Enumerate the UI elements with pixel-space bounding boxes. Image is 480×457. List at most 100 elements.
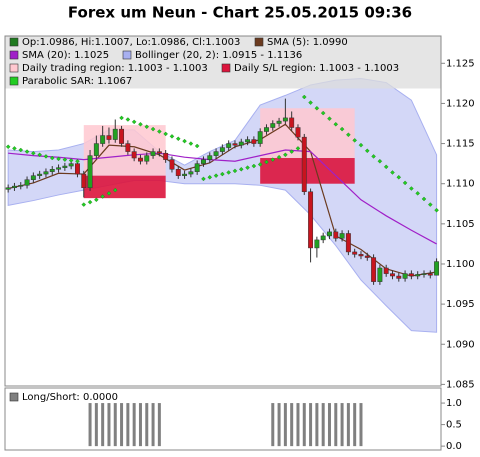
long-short-bar bbox=[315, 403, 319, 447]
sar-dot bbox=[194, 143, 200, 149]
sar-dot bbox=[5, 144, 11, 150]
candle-body bbox=[264, 127, 269, 132]
long-short-bar bbox=[277, 403, 281, 447]
candle-body bbox=[308, 191, 314, 249]
candle-body bbox=[301, 136, 307, 192]
candle-body bbox=[232, 143, 238, 146]
candle-body bbox=[62, 165, 68, 168]
candle-body bbox=[213, 151, 219, 156]
sar-dot bbox=[31, 150, 36, 156]
long-short-bar bbox=[132, 403, 136, 447]
sar-dot bbox=[264, 159, 269, 165]
candle-body bbox=[238, 141, 244, 146]
candle-body bbox=[377, 267, 383, 282]
long-short-bar bbox=[321, 403, 325, 447]
panel-tick-label: 0.0 bbox=[446, 441, 462, 452]
sar-dot bbox=[346, 132, 351, 138]
candle-body bbox=[251, 139, 257, 144]
candle-body bbox=[49, 169, 55, 172]
sar-dot bbox=[226, 170, 231, 175]
candle-body bbox=[138, 157, 143, 162]
candle-body bbox=[163, 152, 169, 160]
sar-dot bbox=[182, 138, 187, 144]
candle-body bbox=[194, 163, 200, 172]
long-short-bar bbox=[107, 403, 111, 447]
long-short-bar bbox=[283, 403, 287, 447]
sar-dot bbox=[24, 149, 30, 154]
long-short-bar bbox=[151, 403, 155, 447]
candle-body bbox=[390, 273, 395, 277]
sma-line bbox=[8, 149, 437, 245]
sar-dot bbox=[383, 164, 389, 170]
sar-dot bbox=[175, 136, 181, 142]
sar-dot bbox=[308, 100, 313, 105]
sar-dot bbox=[49, 155, 55, 161]
y-tick-label: 1.120 bbox=[446, 98, 475, 109]
candle-body bbox=[408, 273, 414, 277]
sar-dot bbox=[238, 166, 244, 172]
sar-dot bbox=[138, 122, 143, 127]
long-short-bar bbox=[271, 403, 275, 447]
long-short-bar bbox=[302, 403, 306, 447]
y-tick-label: 1.105 bbox=[446, 219, 475, 230]
long-short-bar bbox=[120, 403, 124, 447]
candle-body bbox=[56, 167, 62, 170]
legend-label: SMA (5): 1.0990 bbox=[267, 37, 348, 48]
sar-dot bbox=[396, 175, 402, 180]
candle-body bbox=[37, 173, 43, 176]
sar-dot bbox=[213, 173, 219, 178]
legend-box bbox=[5, 36, 441, 89]
legend-label: Daily trading region: 1.1003 - 1.1003 bbox=[22, 63, 208, 74]
legend-label: Bollinger (20, 2): 1.0915 - 1.1136 bbox=[135, 50, 302, 61]
candle-body bbox=[371, 257, 377, 282]
sar-dot bbox=[207, 175, 213, 180]
candle-body bbox=[18, 185, 24, 187]
candle-body bbox=[112, 128, 118, 140]
candle-body bbox=[81, 173, 87, 188]
candle-body bbox=[75, 163, 80, 175]
candle-body bbox=[276, 120, 282, 124]
sar-dot bbox=[314, 105, 320, 111]
candle-body bbox=[11, 185, 17, 188]
legend-swatch bbox=[122, 50, 132, 60]
long-short-bar bbox=[340, 403, 344, 447]
sar-dot bbox=[81, 202, 87, 207]
candle-body bbox=[434, 261, 440, 276]
candle-body bbox=[226, 143, 232, 148]
sar-dot bbox=[428, 202, 433, 207]
candle-body bbox=[415, 274, 421, 277]
candle-body bbox=[93, 143, 99, 156]
candle-body bbox=[175, 169, 181, 176]
candle-body bbox=[182, 173, 188, 176]
candle-body bbox=[131, 151, 137, 159]
sar-dot bbox=[112, 187, 118, 193]
sar-dot bbox=[358, 142, 364, 148]
candle-body bbox=[396, 275, 402, 279]
sar-dot bbox=[220, 171, 225, 177]
sar-dot bbox=[169, 134, 175, 139]
sar-dot bbox=[106, 191, 112, 196]
legend-swatch bbox=[9, 392, 19, 402]
sar-dot bbox=[201, 176, 206, 182]
candle-body bbox=[295, 127, 301, 138]
long-short-bar bbox=[309, 403, 313, 447]
candle-body bbox=[402, 273, 408, 279]
panel-tick-label: 0.5 bbox=[446, 420, 462, 431]
y-tick-label: 1.115 bbox=[446, 139, 475, 150]
sar-dot bbox=[352, 138, 357, 143]
candle-body bbox=[156, 151, 162, 154]
sar-dot bbox=[295, 146, 301, 151]
candle-body bbox=[383, 267, 389, 274]
sar-dot bbox=[270, 157, 276, 162]
legend-label: SMA (20): 1.1025 bbox=[22, 50, 109, 61]
sar-dot bbox=[301, 94, 307, 100]
sar-dot bbox=[232, 168, 238, 174]
candle-body bbox=[188, 171, 194, 175]
sar-dot bbox=[150, 126, 156, 132]
sar-dot bbox=[320, 110, 326, 116]
y-tick-label: 1.100 bbox=[446, 259, 475, 270]
sar-dot bbox=[421, 196, 427, 202]
candle-body bbox=[345, 233, 351, 253]
long-short-bar bbox=[296, 403, 300, 447]
